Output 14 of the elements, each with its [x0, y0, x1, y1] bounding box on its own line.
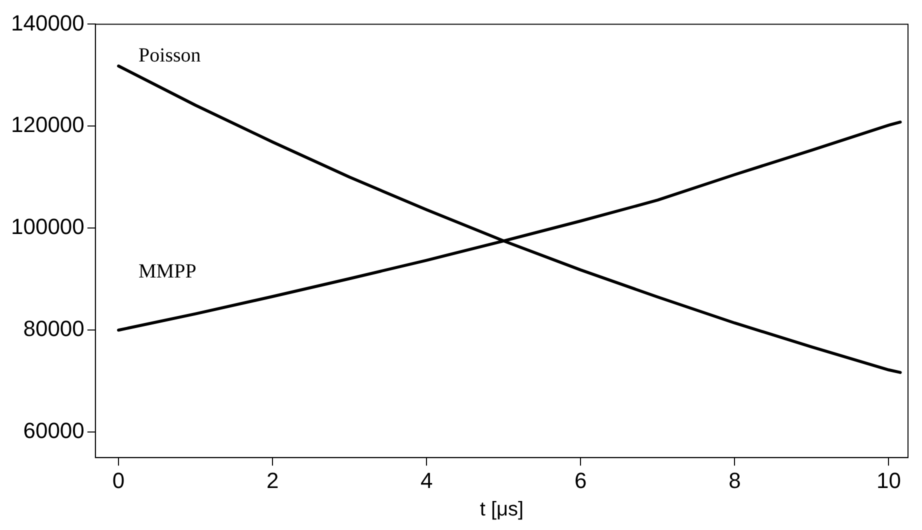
y-tick-label: 120000 — [10, 112, 84, 138]
x-tick-label: 8 — [728, 468, 741, 493]
y-tick-label: 60000 — [23, 418, 84, 444]
y-tick-label: 140000 — [10, 10, 84, 36]
x-tick-label: 6 — [574, 468, 587, 493]
series-label: MMPP — [138, 260, 196, 282]
y-tick-label: 80000 — [23, 316, 84, 342]
series-label: Poisson — [138, 44, 201, 66]
x-tick-label: 10 — [876, 468, 901, 493]
x-tick-label: 0 — [112, 468, 125, 493]
x-tick-label: 4 — [420, 468, 433, 493]
x-tick-label: 2 — [266, 468, 279, 493]
y-tick-label: 100000 — [10, 214, 84, 240]
x-axis-title: t [μs] — [480, 498, 524, 521]
